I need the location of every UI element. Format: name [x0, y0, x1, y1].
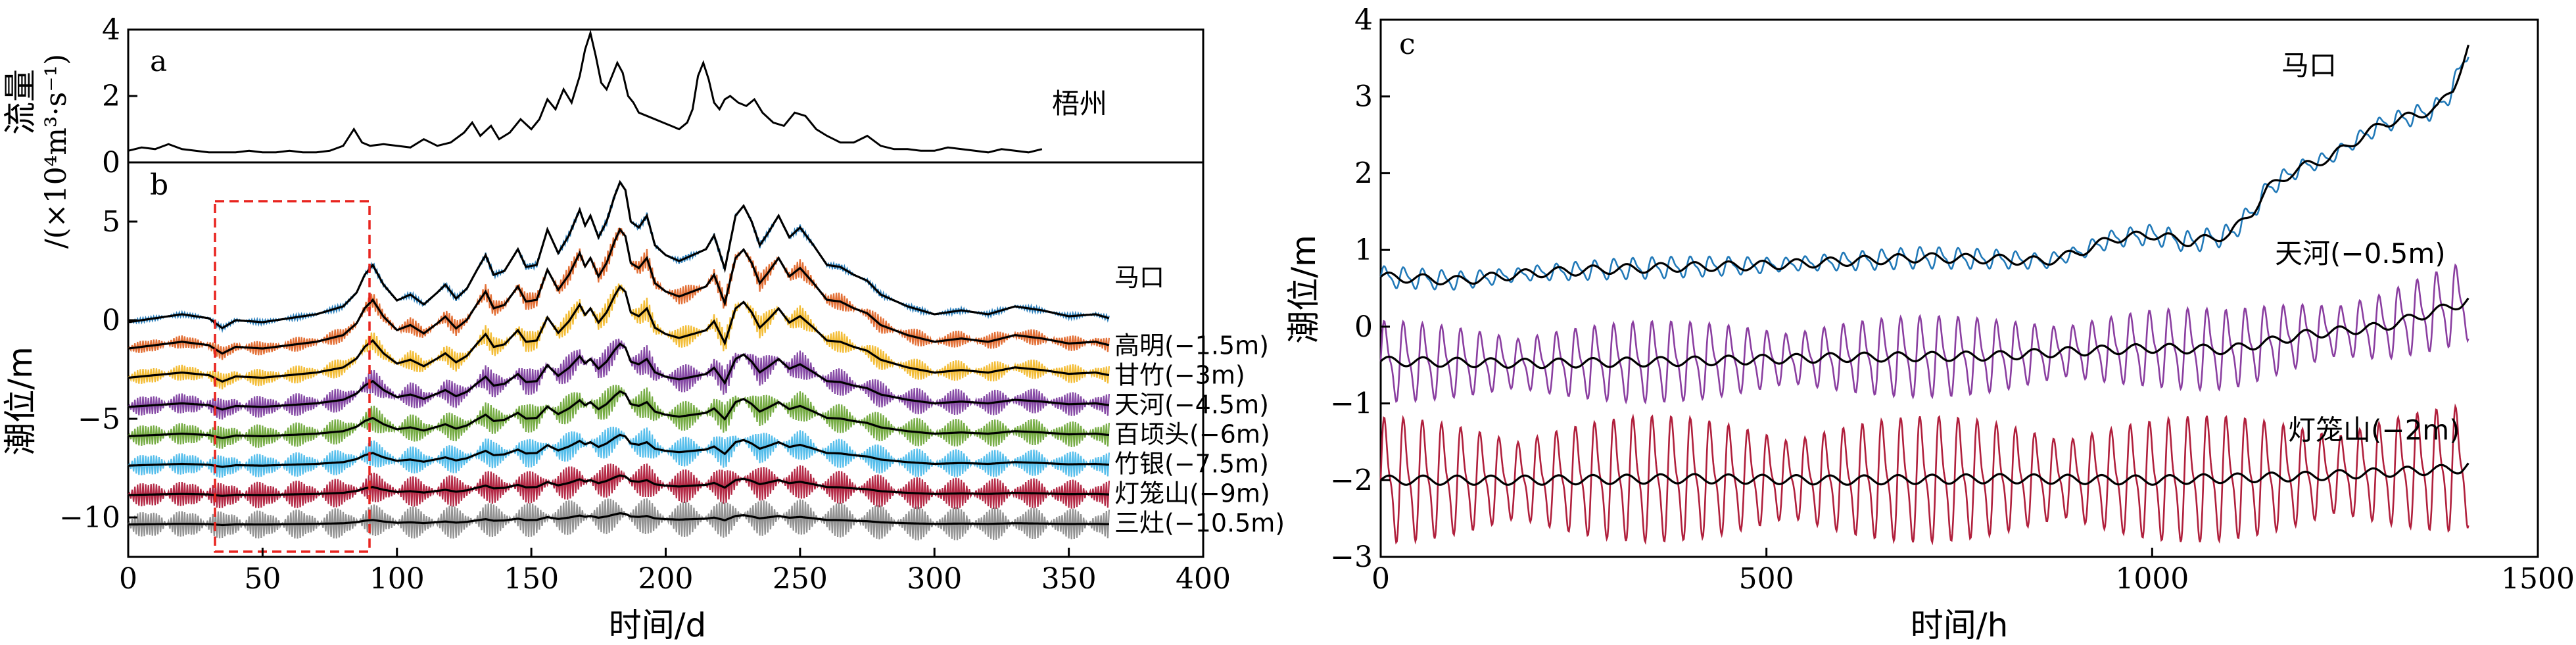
- panel-b-series-label: 马口: [1114, 263, 1164, 292]
- panel-b-series-label: 三灶(−10.5m): [1114, 509, 1285, 538]
- panel-c-y-tick-label: 0: [1354, 310, 1373, 344]
- panel-c-frame: [1379, 18, 2539, 558]
- panel-b-x-tick-label: 50: [244, 562, 281, 596]
- panel-b-x-tick-label: 200: [638, 562, 694, 596]
- panel-b-mean-line-4: [128, 390, 1110, 439]
- panel-a: a 梧州 0 2 4 流量 /(×10⁴m³·s⁻¹): [1, 13, 1205, 249]
- panel-b-tidal-series-3: [128, 339, 1110, 420]
- panel-c-series-label: 天河(−0.5m): [2275, 237, 2446, 270]
- panel-c-x-ticks: 0 500 1000 1500: [1371, 548, 2575, 596]
- panel-a-y-tick-label: 2: [102, 80, 120, 113]
- panel-a-label: a: [150, 45, 167, 78]
- panel-c-xlabel: 时间/h: [1911, 606, 2009, 644]
- panel-b-x-tick-label: 300: [907, 562, 962, 596]
- panel-b-mean-line-6: [128, 474, 1109, 497]
- panel-b-mean-line-5: [128, 433, 1109, 468]
- panel-b-tidal-series-5: [128, 426, 1110, 478]
- panel-b-series-label: 竹银(−7.5m): [1114, 450, 1269, 479]
- panel-b-series-labels: 马口高明(−1.5m)甘竹(−3m)天河(−4.5m)百顷头(−6m)竹银(−7…: [1114, 263, 1285, 538]
- panel-b-tidal-series-0: [128, 182, 1110, 333]
- panel-a-y-tick-label: 0: [102, 146, 120, 179]
- panel-b-tidal-series-1: [128, 227, 1110, 360]
- panel-c-series-group: [1379, 44, 2469, 546]
- panel-c-y-tick-label: 4: [1354, 3, 1373, 37]
- panel-b-mean-line-1: [128, 227, 1110, 355]
- panel-b-x-tick-label: 250: [773, 562, 828, 596]
- panel-a-ylabel-unit: /(×10⁴m³·s⁻¹): [39, 54, 73, 249]
- panel-b-x-tick-label: 0: [119, 562, 137, 596]
- panel-a-frame: [127, 28, 1205, 164]
- panel-b-tidal-series-4: [128, 385, 1110, 449]
- panel-c-label: c: [1399, 28, 1416, 61]
- panel-b-y-ticks: −10 −5 0 5: [59, 205, 137, 535]
- panel-b-series-label: 灯笼山(−9m): [1114, 479, 1270, 508]
- panel-a-flow-line: [128, 29, 1043, 154]
- panel-b: b 马口高明(−1.5m)甘竹(−3m)天河(−4.5m)百顷头(−6m)竹银(…: [1, 161, 1285, 644]
- panel-b-x-ticks: 0 50 100 150 200 250 300 350 400: [119, 548, 1231, 596]
- panel-b-tidal-series-6: [128, 463, 1110, 510]
- panel-c-y-tick-label: −2: [1330, 464, 1373, 497]
- panel-a-ylabel: 流量: [1, 69, 39, 135]
- panel-c-x-tick-label: 1500: [2501, 562, 2575, 596]
- panel-b-tidal-series-7: [128, 498, 1110, 540]
- panel-b-tidal-series-2: [128, 283, 1110, 390]
- panel-c-y-tick-label: 3: [1354, 80, 1373, 114]
- panel-b-series-group: [128, 179, 1110, 540]
- panel-c-y-tick-label: −1: [1330, 387, 1373, 421]
- panel-a-y-ticks: 0 2 4: [102, 13, 137, 179]
- panel-b-mean-line-3: [128, 342, 1110, 411]
- panel-b-xlabel: 时间/d: [609, 606, 707, 644]
- panel-b-x-tick-label: 400: [1176, 562, 1231, 596]
- panel-c-x-tick-label: 1000: [2115, 562, 2189, 596]
- panel-b-highlight-box: [214, 200, 371, 553]
- panel-b-y-tick-label: 5: [102, 205, 120, 239]
- panel-c-y-tick-label: 2: [1354, 156, 1373, 190]
- panel-c-series-label: 马口: [2281, 49, 2337, 82]
- panel-c-mean-line-2: [1379, 462, 2469, 486]
- panel-c-tidal-series-1: [1379, 263, 2469, 405]
- panel-b-ylabel: 潮位/m: [1, 346, 39, 456]
- panel-b-x-tick-label: 100: [370, 562, 425, 596]
- panel-a-y-tick-label: 4: [102, 13, 120, 47]
- panel-c-y-ticks: −3 −2 −1 0 1 2 3 4: [1330, 3, 1390, 574]
- panel-c-x-tick-label: 500: [1739, 562, 1794, 596]
- panel-b-x-tick-label: 350: [1041, 562, 1097, 596]
- panel-b-series-label: 甘竹(−3m): [1114, 361, 1245, 390]
- panel-b-x-tick-label: 150: [504, 562, 559, 596]
- panel-c-tidal-series-2: [1379, 403, 2469, 546]
- panel-c-y-tick-label: −3: [1330, 540, 1373, 574]
- panel-b-mean-line-0: [128, 179, 1110, 329]
- panel-c-x-tick-label: 0: [1371, 562, 1390, 596]
- panel-b-y-tick-label: −5: [78, 402, 120, 436]
- panel-b-y-tick-label: −10: [59, 501, 120, 535]
- panel-b-mean-line-7: [128, 512, 1109, 527]
- panel-c-mean-line-0: [1380, 44, 2469, 286]
- panel-c-y-tick-label: 1: [1354, 233, 1373, 267]
- panel-b-series-label: 百顷头(−6m): [1114, 420, 1270, 449]
- panel-b-label: b: [150, 168, 168, 202]
- panel-c-ylabel: 潮位/m: [1285, 235, 1323, 344]
- panel-b-series-label: 高明(−1.5m): [1114, 331, 1269, 360]
- panel-a-station-label: 梧州: [1052, 87, 1107, 120]
- panel-b-mean-line-2: [128, 285, 1110, 383]
- panel-c-mean-line-1: [1379, 297, 2469, 370]
- panel-b-series-label: 天河(−4.5m): [1114, 391, 1269, 419]
- panel-b-y-tick-label: 0: [102, 304, 120, 337]
- panel-c-series-label: 灯笼山(−2m): [2288, 414, 2460, 446]
